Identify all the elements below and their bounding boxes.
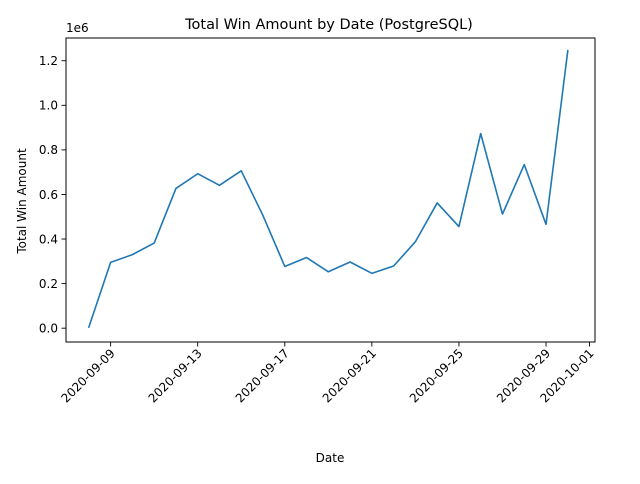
data-point	[110, 262, 112, 264]
series-line	[87, 49, 569, 329]
data-point	[567, 50, 569, 52]
data-point	[153, 242, 155, 244]
x-axis-label: Date	[316, 451, 345, 465]
y-axis-offset-label: 1e6	[66, 21, 89, 35]
data-point	[88, 326, 90, 328]
data-point	[175, 188, 177, 190]
data-point	[284, 266, 286, 268]
data-point	[480, 133, 482, 135]
y-tick-label: 0.8	[39, 143, 58, 157]
data-point	[502, 213, 504, 215]
y-tick-label: 0.2	[39, 277, 58, 291]
data-point	[328, 271, 330, 273]
data-point	[262, 215, 264, 217]
y-tick-label: 1.0	[39, 99, 58, 113]
data-point	[219, 185, 221, 187]
data-point	[393, 265, 395, 267]
data-point	[197, 173, 199, 175]
chart-title: Total Win Amount by Date (PostgreSQL)	[184, 17, 473, 33]
data-point	[545, 224, 547, 226]
data-point	[371, 273, 373, 275]
y-tick-label: 0.4	[39, 232, 58, 246]
data-point	[415, 241, 417, 243]
data-point	[306, 257, 308, 259]
data-point	[132, 254, 134, 256]
data-point	[436, 202, 438, 204]
data-point	[349, 261, 351, 263]
y-tick-label: 1.2	[39, 54, 58, 68]
plot-area-frame	[65, 37, 596, 343]
y-tick-label: 0.0	[39, 321, 58, 335]
data-point	[523, 164, 525, 166]
series-layer	[87, 49, 569, 329]
y-tick-label: 0.6	[39, 188, 58, 202]
data-point	[240, 170, 242, 172]
data-point	[458, 226, 460, 228]
y-axis-label: Total Win Amount	[15, 148, 29, 255]
